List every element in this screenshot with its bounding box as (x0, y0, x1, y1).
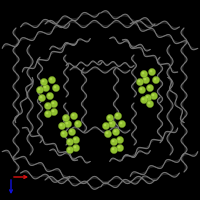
Circle shape (60, 130, 68, 138)
Circle shape (46, 104, 48, 106)
Circle shape (144, 94, 152, 102)
Circle shape (112, 140, 114, 142)
Circle shape (74, 146, 76, 148)
Circle shape (136, 78, 144, 86)
Circle shape (68, 128, 76, 136)
Circle shape (70, 130, 72, 132)
Circle shape (46, 112, 48, 114)
Circle shape (112, 128, 120, 136)
Circle shape (152, 94, 154, 96)
Circle shape (138, 86, 146, 94)
Circle shape (118, 120, 126, 128)
Circle shape (68, 148, 70, 150)
Circle shape (66, 138, 74, 146)
Circle shape (140, 70, 148, 78)
Circle shape (148, 68, 156, 76)
Circle shape (46, 92, 54, 100)
Circle shape (54, 86, 56, 88)
Circle shape (142, 72, 144, 74)
Circle shape (148, 102, 150, 104)
Circle shape (146, 100, 154, 108)
Circle shape (140, 88, 142, 90)
Circle shape (140, 96, 148, 104)
Circle shape (120, 122, 122, 124)
Circle shape (44, 86, 46, 88)
Circle shape (116, 114, 118, 116)
Circle shape (48, 76, 56, 84)
Circle shape (70, 112, 78, 120)
Circle shape (44, 110, 52, 118)
Circle shape (150, 70, 152, 72)
Circle shape (66, 146, 74, 154)
Circle shape (50, 100, 58, 108)
Circle shape (52, 84, 60, 92)
Circle shape (62, 132, 64, 134)
Circle shape (64, 120, 72, 128)
Circle shape (106, 114, 114, 122)
Circle shape (66, 122, 68, 124)
Circle shape (62, 114, 70, 122)
Circle shape (68, 140, 70, 142)
Circle shape (150, 92, 158, 100)
Circle shape (72, 136, 80, 144)
Circle shape (148, 86, 150, 88)
Circle shape (108, 116, 110, 118)
Circle shape (106, 132, 108, 134)
Circle shape (40, 96, 42, 98)
Circle shape (110, 146, 118, 154)
Circle shape (76, 122, 78, 124)
Circle shape (154, 78, 156, 80)
Circle shape (114, 130, 116, 132)
Circle shape (108, 120, 116, 128)
Circle shape (102, 122, 110, 130)
Circle shape (52, 110, 54, 112)
Circle shape (58, 122, 66, 130)
Circle shape (74, 120, 82, 128)
Circle shape (116, 136, 124, 144)
Circle shape (152, 76, 160, 84)
Circle shape (50, 78, 52, 80)
Circle shape (116, 144, 124, 152)
Circle shape (142, 98, 144, 100)
Circle shape (42, 84, 50, 92)
Circle shape (36, 86, 44, 94)
Circle shape (114, 112, 122, 120)
Circle shape (40, 78, 48, 86)
Circle shape (118, 146, 120, 148)
Circle shape (74, 138, 76, 140)
Circle shape (64, 116, 66, 118)
Circle shape (60, 124, 62, 126)
Circle shape (146, 96, 148, 98)
Circle shape (48, 94, 50, 96)
Circle shape (44, 102, 52, 110)
Circle shape (110, 138, 118, 146)
Circle shape (118, 138, 120, 140)
Circle shape (38, 94, 46, 102)
Circle shape (72, 114, 74, 116)
Circle shape (104, 130, 112, 138)
Circle shape (110, 122, 112, 124)
Circle shape (42, 80, 44, 82)
Circle shape (50, 108, 58, 116)
Circle shape (72, 144, 80, 152)
Circle shape (142, 76, 150, 84)
Circle shape (38, 88, 40, 90)
Circle shape (52, 102, 54, 104)
Circle shape (144, 78, 146, 80)
Circle shape (112, 148, 114, 150)
Circle shape (146, 84, 154, 92)
Circle shape (138, 80, 140, 82)
Circle shape (104, 124, 106, 126)
